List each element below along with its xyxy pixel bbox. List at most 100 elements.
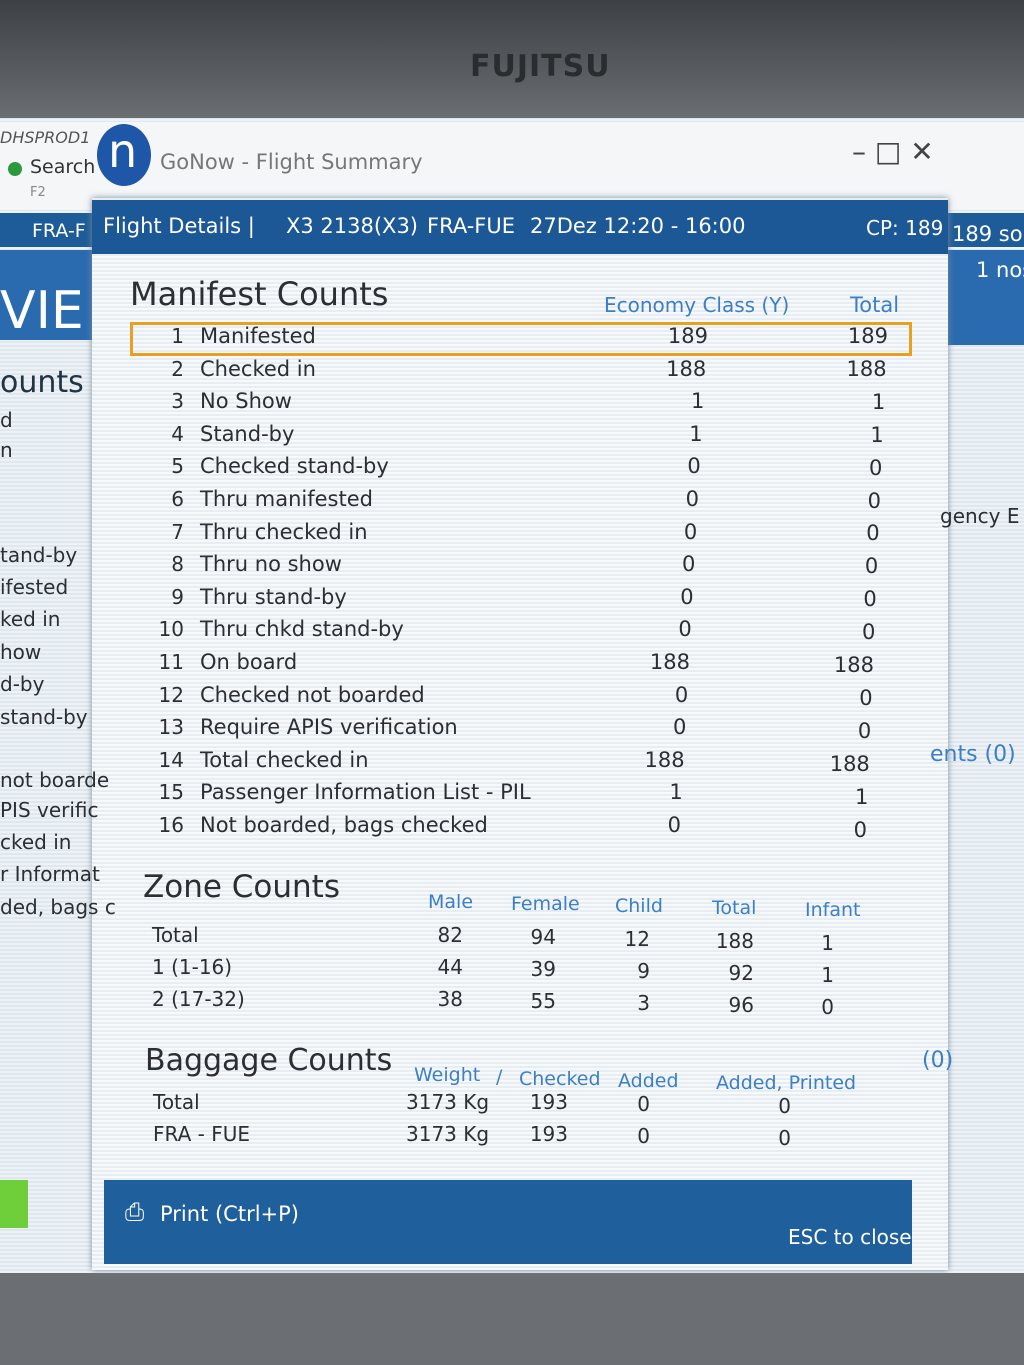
dialog-footer: [104, 1180, 912, 1264]
economy-count: 189: [667, 324, 708, 348]
bg-item: cked in: [0, 830, 72, 854]
economy-count: 0: [673, 715, 687, 740]
window-controls[interactable]: – □ ✕: [852, 135, 934, 168]
baggage-label: Total: [153, 1090, 200, 1114]
row-number: 10: [158, 617, 184, 642]
bg-item: ents (0): [930, 742, 1016, 767]
economy-count: 0: [680, 584, 694, 609]
section-title: Baggage Counts: [145, 1043, 393, 1078]
zone-label: 2 (17-32): [152, 987, 245, 1011]
app-title: GoNow - Flight Summary: [160, 150, 423, 174]
zone-count: 1: [821, 963, 834, 987]
row-number: 7: [171, 519, 184, 544]
total-count: 189: [847, 324, 888, 348]
economy-count: 0: [685, 487, 699, 511]
app-titlebar: [0, 122, 1024, 210]
row-label: Thru chkd stand-by: [200, 617, 404, 642]
row-number: 1: [171, 324, 184, 348]
row-label: Require APIS verification: [200, 715, 458, 740]
total-count: 0: [864, 554, 879, 579]
baggage-checked: 193: [529, 1122, 568, 1146]
zone-label: 1 (1-16): [152, 955, 233, 979]
zone-count: 188: [715, 929, 754, 953]
total-count: 0: [857, 718, 872, 743]
bg-item: r Informat: [0, 862, 100, 886]
bg-heading-band: [0, 250, 92, 340]
total-count: 0: [867, 488, 881, 513]
column-header: Weight: [414, 1064, 481, 1086]
bg-item: stand-by: [0, 705, 88, 729]
bg-tab[interactable]: FRA-F: [32, 220, 86, 242]
column-header: Child: [615, 895, 663, 917]
economy-count: 0: [667, 813, 681, 837]
dialog: [92, 198, 948, 1270]
row-label: Checked not boarded: [200, 682, 425, 707]
cp-count: CP: 189: [866, 216, 944, 240]
close-button[interactable]: ESC to close: [788, 1225, 912, 1249]
row-label: Checked in: [200, 356, 316, 381]
print-button[interactable]: Print (Ctrl+P): [160, 1202, 299, 1226]
total-count: 0: [869, 455, 883, 480]
baggage-weight: 3173 Kg: [406, 1122, 490, 1146]
zone-count: 92: [728, 961, 754, 985]
bg-item: gency E: [940, 504, 1020, 528]
economy-count: 1: [689, 421, 703, 446]
row-label: Thru no show: [200, 552, 342, 577]
row-label: On board: [200, 650, 298, 674]
row-label: No Show: [200, 389, 292, 414]
total-count: 0: [853, 817, 867, 842]
economy-count: 188: [666, 356, 707, 381]
zone-count: 55: [530, 989, 556, 1013]
baggage-weight: 3173 Kg: [406, 1090, 490, 1114]
total-count: 1: [855, 784, 869, 809]
row-label: Total checked in: [200, 747, 369, 772]
bg-item: d-by: [0, 672, 45, 696]
zone-label: Total: [152, 923, 199, 947]
baggage-added: 0: [637, 1124, 650, 1148]
column-header: Total: [712, 897, 757, 919]
total-count: 0: [866, 521, 880, 546]
economy-count: 0: [678, 617, 692, 642]
bg-item: tand-by: [0, 543, 78, 567]
search-key: F2: [30, 185, 46, 200]
economy-count: 188: [644, 747, 685, 772]
row-label: Not boarded, bags checked: [200, 813, 488, 837]
row-label: Stand-by: [200, 421, 295, 446]
column-header: Male: [428, 891, 474, 913]
baggage-label: FRA - FUE: [153, 1122, 250, 1146]
row-number: 5: [171, 454, 184, 479]
column-header: Added: [618, 1070, 679, 1092]
bg-item: ded, bags c: [0, 895, 116, 919]
total-count: 188: [829, 751, 870, 776]
row-label: Thru stand-by: [200, 584, 347, 609]
economy-count: 0: [682, 552, 696, 577]
bg-item: d: [0, 408, 13, 432]
search[interactable]: Search: [30, 156, 96, 178]
section-title: Manifest Counts: [130, 275, 389, 313]
bg-item: 189 sol: [952, 222, 1024, 246]
row-number: 16: [158, 813, 184, 837]
total-count: 1: [870, 422, 884, 447]
row-number: 4: [171, 421, 184, 446]
row-number: 11: [158, 650, 184, 674]
bg-item: (0): [922, 1048, 954, 1073]
economy-count: 0: [674, 682, 689, 707]
baggage-added-printed: 0: [778, 1094, 791, 1118]
bg-item: n: [0, 438, 13, 462]
bg-right-band: [948, 250, 1024, 345]
column-header: Total: [850, 293, 900, 317]
print-icon[interactable]: ⎙: [125, 1198, 145, 1226]
row-label: Thru checked in: [200, 519, 368, 544]
brand: FUJITSU: [470, 49, 611, 84]
column-header: Checked: [519, 1068, 601, 1090]
total-count: 188: [833, 653, 874, 677]
row-label: Passenger Information List - PIL: [200, 780, 531, 805]
economy-count: 1: [669, 780, 683, 805]
env: DHSPROD1: [0, 128, 91, 147]
row-label: Thru manifested: [200, 487, 373, 511]
zone-count: 94: [530, 925, 556, 949]
zone-count: 39: [530, 957, 556, 981]
row-number: 3: [171, 389, 184, 414]
total-count: 1: [871, 389, 886, 414]
